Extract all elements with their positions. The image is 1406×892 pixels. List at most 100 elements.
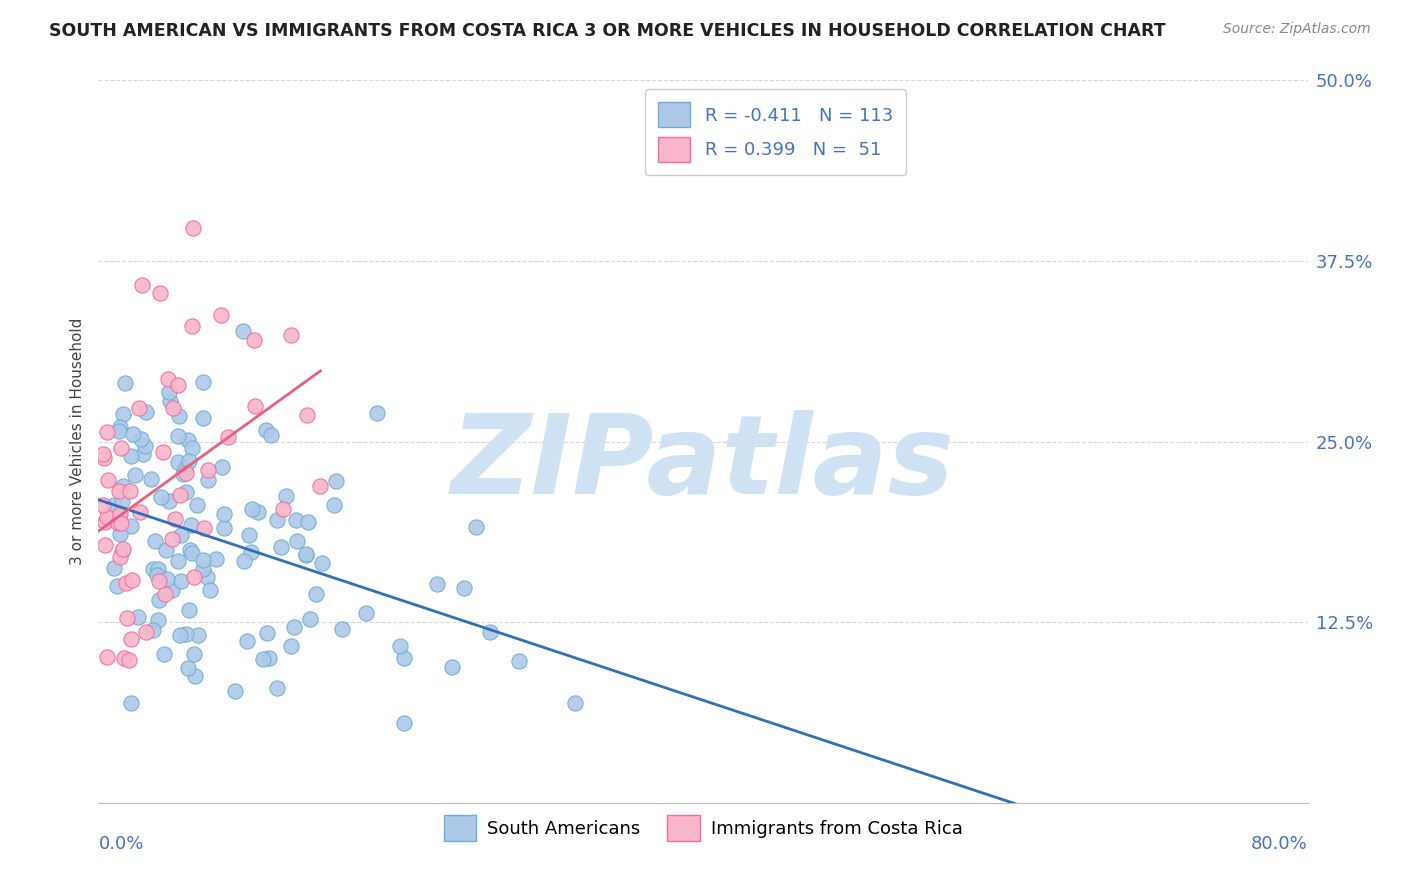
Point bbox=[366, 406, 388, 420]
Point bbox=[110, 442, 132, 456]
Point bbox=[285, 534, 308, 549]
Point bbox=[257, 651, 280, 665]
Point bbox=[211, 460, 233, 475]
Point bbox=[283, 620, 305, 634]
Point bbox=[111, 494, 134, 508]
Point bbox=[157, 493, 180, 508]
Point bbox=[108, 483, 131, 498]
Point bbox=[162, 401, 184, 415]
Point bbox=[124, 467, 146, 482]
Point bbox=[195, 570, 218, 584]
Point bbox=[114, 376, 136, 390]
Point bbox=[128, 401, 150, 415]
Point bbox=[96, 649, 118, 664]
Point bbox=[311, 557, 333, 571]
Point bbox=[118, 484, 141, 499]
Text: 0.0%: 0.0% bbox=[98, 835, 143, 854]
Point bbox=[96, 425, 118, 439]
Point bbox=[174, 485, 197, 500]
Point bbox=[159, 393, 181, 408]
Point bbox=[214, 521, 236, 535]
Point bbox=[112, 650, 135, 665]
Point bbox=[209, 308, 232, 322]
Point bbox=[183, 647, 205, 661]
Point bbox=[177, 603, 200, 617]
Point bbox=[191, 553, 214, 567]
Point bbox=[115, 576, 138, 591]
Point bbox=[107, 424, 129, 438]
Point bbox=[135, 625, 157, 640]
Point bbox=[153, 647, 176, 661]
Point bbox=[260, 427, 283, 442]
Point bbox=[236, 633, 259, 648]
Point bbox=[167, 554, 190, 568]
Point bbox=[155, 543, 177, 558]
Point bbox=[174, 467, 197, 481]
Point bbox=[172, 467, 194, 481]
Point bbox=[120, 449, 142, 463]
Point bbox=[325, 475, 347, 489]
Y-axis label: 3 or more Vehicles in Household: 3 or more Vehicles in Household bbox=[69, 318, 84, 566]
Point bbox=[186, 498, 208, 512]
Point bbox=[214, 508, 236, 522]
Point bbox=[243, 399, 266, 413]
Point bbox=[191, 561, 214, 575]
Point bbox=[440, 660, 463, 674]
Point bbox=[180, 441, 202, 455]
Point bbox=[180, 518, 202, 533]
Point bbox=[232, 324, 254, 338]
Point bbox=[93, 498, 115, 512]
Point bbox=[426, 577, 449, 591]
Point bbox=[111, 544, 134, 558]
Point bbox=[243, 333, 266, 347]
Point bbox=[276, 489, 298, 503]
Point bbox=[120, 632, 142, 646]
Point bbox=[252, 651, 274, 665]
Point bbox=[256, 625, 278, 640]
Point bbox=[160, 532, 183, 546]
Point bbox=[135, 404, 157, 418]
Point bbox=[91, 447, 114, 461]
Point bbox=[330, 622, 353, 636]
Point bbox=[159, 385, 181, 400]
Point bbox=[388, 639, 411, 653]
Point bbox=[280, 640, 302, 654]
Point bbox=[121, 427, 143, 442]
Point bbox=[280, 327, 302, 342]
Point bbox=[105, 579, 128, 593]
Point bbox=[181, 318, 204, 333]
Point bbox=[103, 498, 125, 512]
Point bbox=[299, 612, 322, 626]
Point bbox=[181, 546, 204, 560]
Point bbox=[295, 547, 318, 561]
Point bbox=[295, 548, 318, 562]
Point bbox=[149, 490, 172, 504]
Point bbox=[179, 543, 201, 558]
Point bbox=[174, 462, 197, 476]
Point bbox=[254, 423, 277, 437]
Text: Source: ZipAtlas.com: Source: ZipAtlas.com bbox=[1223, 22, 1371, 37]
Point bbox=[465, 520, 488, 534]
Point bbox=[121, 574, 143, 588]
Point bbox=[508, 654, 530, 668]
Point bbox=[156, 372, 179, 386]
Point bbox=[266, 681, 288, 696]
Point bbox=[295, 408, 318, 422]
Point bbox=[240, 545, 263, 559]
Point bbox=[297, 515, 319, 529]
Point bbox=[120, 696, 142, 710]
Point bbox=[167, 455, 190, 469]
Point bbox=[134, 439, 156, 453]
Point bbox=[322, 498, 344, 512]
Text: 80.0%: 80.0% bbox=[1251, 835, 1308, 854]
Point bbox=[143, 534, 166, 549]
Point bbox=[120, 518, 142, 533]
Point bbox=[131, 447, 153, 461]
Point bbox=[169, 409, 191, 423]
Point bbox=[224, 683, 246, 698]
Point bbox=[392, 650, 415, 665]
Point bbox=[111, 541, 134, 556]
Point bbox=[148, 593, 170, 607]
Point bbox=[197, 473, 219, 487]
Point bbox=[142, 562, 165, 576]
